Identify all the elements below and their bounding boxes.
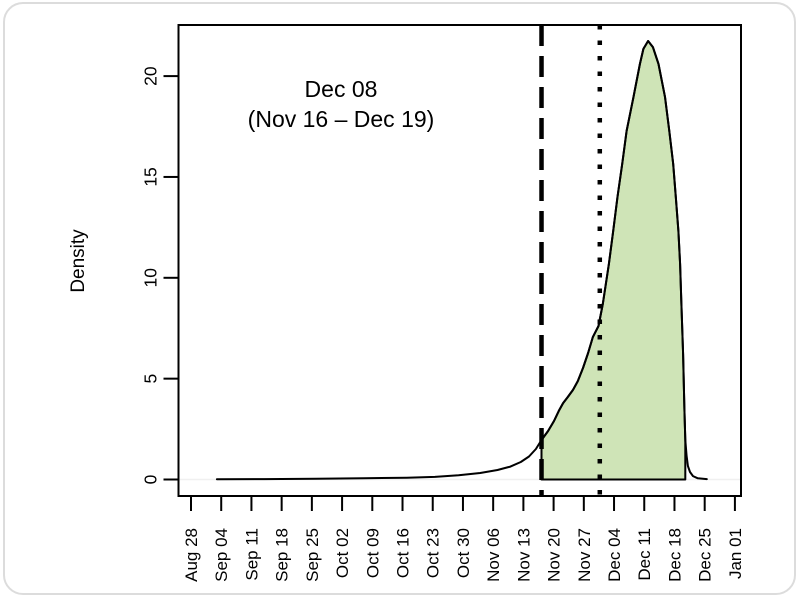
y-axis-title: Density — [68, 229, 89, 293]
x-tick-label: Dec 11 — [635, 528, 654, 581]
x-tick-label: Sep 18 — [273, 528, 292, 582]
x-tick-label: Oct 02 — [333, 528, 352, 578]
x-tick-label: Oct 30 — [454, 528, 473, 578]
y-tick-label: 15 — [141, 167, 161, 186]
density-curve — [215, 40, 708, 481]
x-tick-label: Nov 20 — [545, 528, 564, 582]
y-tick-label: 20 — [141, 66, 161, 86]
y-tick-label: 0 — [141, 474, 161, 484]
x-tick-label: Dec 25 — [696, 528, 715, 582]
x-tick-label: Oct 23 — [424, 528, 443, 578]
x-tick-label: Oct 09 — [363, 528, 382, 578]
annotation-text: Dec 08 (Nov 16 – Dec 19) — [248, 74, 435, 134]
y-tick-label: 5 — [141, 374, 161, 384]
x-tick-label: Sep 11 — [242, 528, 261, 581]
x-tick-label: Oct 16 — [393, 528, 412, 578]
x-tick-label: Sep 04 — [212, 528, 231, 582]
annotation-line2: (Nov 16 – Dec 19) — [247, 106, 435, 132]
figure-card: 0 5 10 15 20 Aug 28 Sep 04 Sep 11 Sep 18 Sep 25 Oc… — [3, 2, 796, 595]
x-tick-label: Nov 13 — [514, 528, 533, 582]
plot-frame — [177, 24, 742, 497]
x-tick-label: Nov 06 — [484, 528, 503, 582]
x-tick-label: Nov 27 — [575, 528, 594, 582]
density-plot-canvas: 0 5 10 15 20 Aug 28 Sep 04 Sep 11 Sep 18 Sep 25 Oc… — [141, 24, 745, 582]
x-tick-label: Sep 25 — [303, 528, 322, 582]
density-plot: 0 5 10 15 20 Aug 28 Sep 04 Sep 11 Sep 18 Sep 25 Oc… — [5, 4, 801, 604]
x-tick-label: Jan 01 — [726, 528, 745, 579]
x-tick-label: Dec 18 — [665, 528, 684, 582]
x-tick-label: Aug 28 — [182, 528, 201, 582]
annotation-line1: Dec 08 — [304, 76, 378, 102]
shaded-area — [540, 40, 687, 481]
y-tick-label: 10 — [141, 268, 161, 288]
x-tick-label: Dec 04 — [605, 528, 624, 582]
